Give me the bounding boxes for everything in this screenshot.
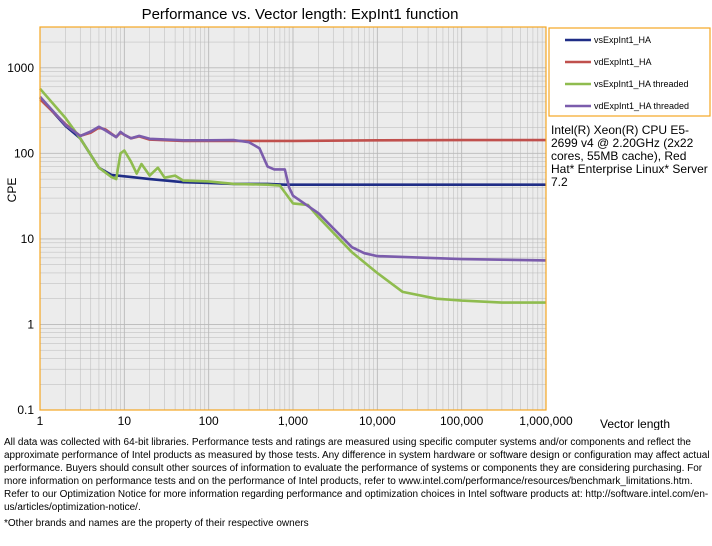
legend-label: vsExpInt1_HA threaded [594,79,689,89]
series-line [39,87,546,304]
x-tick-label: 100 [199,414,219,428]
x-tick-label: 1,000,000 [519,414,573,428]
footnote: *Other brands and names are the property… [4,518,309,529]
chart: Performance vs. Vector length: ExpInt1 f… [5,6,711,430]
y-tick-labels: 0.1 1 10 100 1000 [7,61,34,417]
chart-title: Performance vs. Vector length: ExpInt1 f… [142,6,459,23]
y-tick-label: 1000 [7,61,34,75]
legend-label: vsExpInt1_HA [594,35,651,45]
legend [548,27,711,117]
series-line [39,95,547,262]
x-tick-label: 10,000 [359,414,396,428]
y-tick-label: 100 [14,146,34,160]
x-tick-labels: 1 10 100 1,000 10,000 100,000 1,000,000 [37,414,573,428]
x-axis-label: Vector length [600,417,670,430]
legend-label: vdExpInt1_HA threaded [594,101,689,111]
y-tick-label: 10 [21,232,35,246]
y-axis-label: CPE [5,178,19,203]
legend-items: vsExpInt1_HA vdExpInt1_HA vsExpInt1_HA thr… [565,35,689,111]
x-tick-label: 1 [37,414,44,428]
grid [39,26,546,411]
x-tick-label: 1,000 [278,414,308,428]
y-tick-label: 1 [27,317,34,331]
y-tick-label: 0.1 [17,403,34,417]
x-tick-label: 100,000 [440,414,484,428]
disclaimer: All data was collected with 64-bit libra… [4,437,710,513]
system-info: Intel(R) Xeon(R) CPU E5-2699 v4 @ 2.20GH… [551,123,708,189]
x-tick-label: 10 [118,414,132,428]
series-layer [39,87,547,304]
legend-label: vdExpInt1_HA [594,57,652,67]
plot-frame [39,26,547,411]
